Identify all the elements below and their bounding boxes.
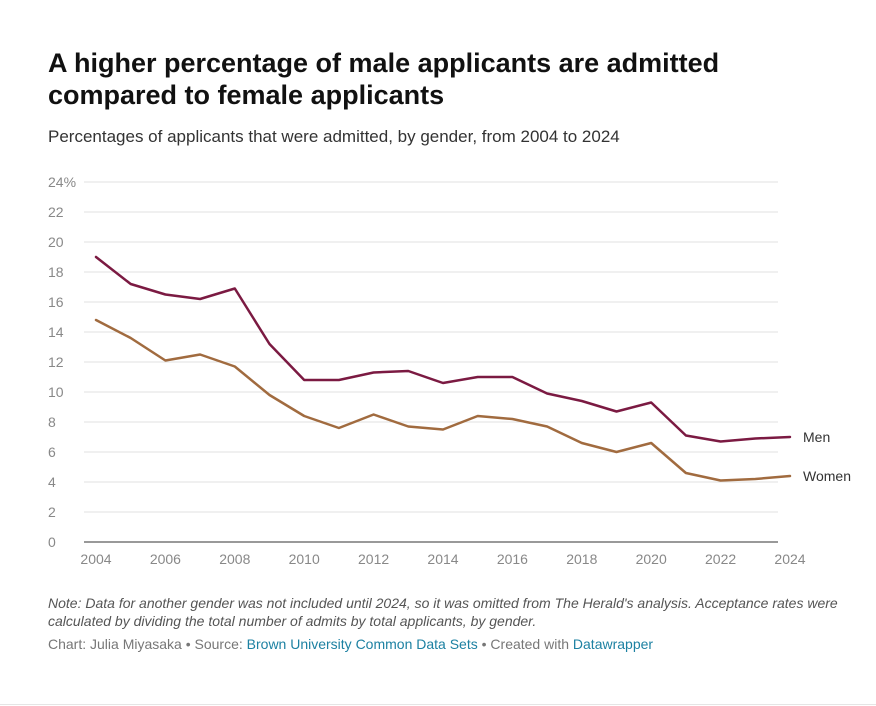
series-labels: Men Women (803, 429, 851, 484)
y-tick-label: 8 (48, 414, 56, 430)
series-lines (94, 255, 792, 482)
y-tick-label: 6 (48, 444, 56, 460)
x-tick-label: 2020 (636, 551, 667, 567)
x-tick-label: 2018 (566, 551, 597, 567)
x-tick-label: 2014 (427, 551, 458, 567)
x-tick-label: 2004 (80, 551, 111, 567)
y-tick-label: 2 (48, 504, 56, 520)
y-tick-label: 22 (48, 204, 64, 220)
credit-author-source-prefix: Chart: Julia Miyasaka • Source: (48, 636, 247, 652)
y-tick-label: 16 (48, 294, 64, 310)
y-tick-label: 24% (48, 174, 76, 190)
series-line-women (94, 318, 792, 482)
x-tick-label: 2024 (774, 551, 805, 567)
chart-subtitle: Percentages of applicants that were admi… (48, 127, 620, 146)
x-tick-label: 2010 (289, 551, 320, 567)
gridlines (84, 181, 778, 543)
x-axis-ticks: 2004 2006 2008 2010 2012 2014 2016 2018 2020 2022… (80, 551, 805, 567)
x-tick-label: 2022 (705, 551, 736, 567)
credit-created-prefix: • Created with (477, 636, 573, 652)
y-tick-label: 20 (48, 234, 64, 250)
datawrapper-link[interactable]: Datawrapper (572, 636, 654, 652)
source-link[interactable]: Brown University Common Data Sets (246, 636, 478, 652)
series-label-men: Men (803, 429, 830, 445)
bottom-divider (0, 704, 876, 705)
y-tick-label: 10 (48, 384, 64, 400)
chart-note: Note: Data for another gender was not in… (48, 595, 838, 629)
y-tick-label: 18 (48, 264, 64, 280)
y-tick-label: 12 (48, 354, 64, 370)
series-label-women: Women (803, 468, 851, 484)
chart-title: A higher percentage of male applicants a… (48, 48, 720, 110)
y-tick-label: 0 (48, 534, 56, 550)
x-tick-label: 2012 (358, 551, 389, 567)
y-tick-label: 14 (48, 324, 64, 340)
chart-credits: Chart: Julia Miyasaka • Source: Brown Un… (48, 636, 653, 652)
x-tick-label: 2016 (497, 551, 528, 567)
x-tick-label: 2008 (219, 551, 250, 567)
y-tick-label: 4 (48, 474, 56, 490)
x-tick-label: 2006 (150, 551, 181, 567)
series-line-men (94, 255, 792, 443)
